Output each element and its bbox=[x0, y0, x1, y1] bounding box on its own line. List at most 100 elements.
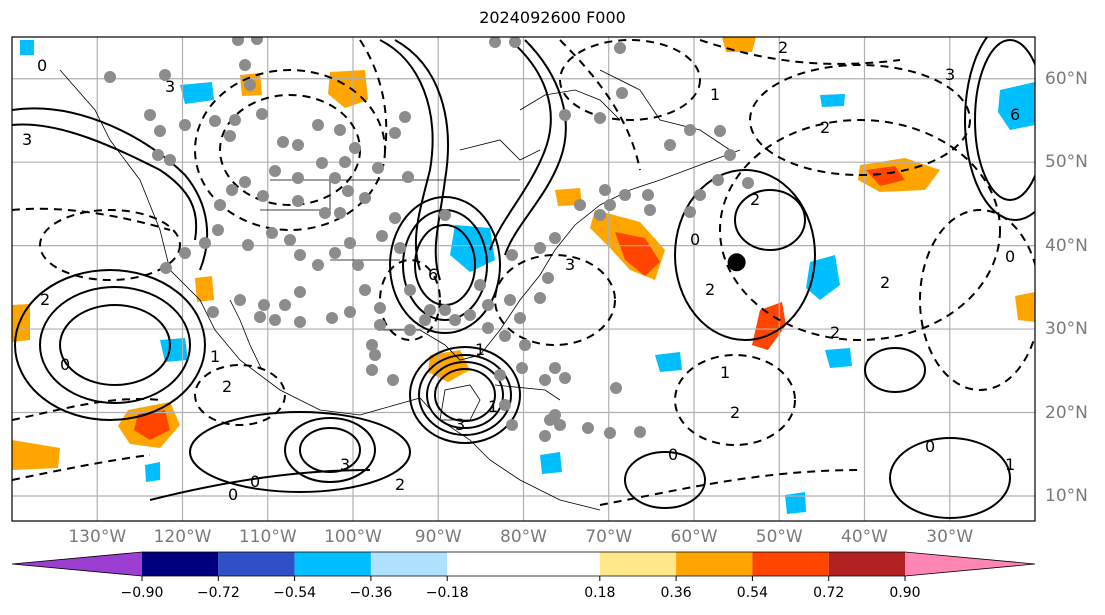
colorbar-segment bbox=[370, 552, 448, 576]
station-dot bbox=[199, 237, 211, 249]
station-dot bbox=[352, 259, 364, 271]
lat-label: 40°N bbox=[1045, 235, 1088, 256]
positive-anomaly-patch bbox=[12, 440, 60, 470]
station-dot bbox=[489, 37, 501, 48]
station-dot bbox=[664, 139, 676, 151]
station-dot bbox=[359, 192, 371, 204]
station-dot bbox=[399, 111, 411, 123]
station-dot bbox=[294, 316, 306, 328]
contour-label: 1 bbox=[710, 85, 720, 104]
colorbar-tick: 0.72 bbox=[813, 585, 845, 601]
colorbar-segment bbox=[218, 552, 295, 576]
contour-label: 1 bbox=[475, 340, 485, 359]
station-dot bbox=[504, 294, 516, 306]
station-dot bbox=[724, 149, 736, 161]
station-dot bbox=[684, 124, 696, 136]
station-dot bbox=[604, 427, 616, 439]
station-dot bbox=[389, 212, 401, 224]
positive-anomaly-patch bbox=[1015, 292, 1035, 322]
station-dot bbox=[179, 247, 191, 259]
colorbar-tick: 0.36 bbox=[660, 585, 692, 601]
map-title: 2024092600 F000 bbox=[479, 8, 626, 27]
station-dot bbox=[634, 426, 646, 438]
negative-anomaly-patch bbox=[820, 94, 845, 107]
negative-anomaly-patch bbox=[655, 352, 682, 372]
colorbar-segment bbox=[828, 552, 905, 576]
station-dot bbox=[402, 171, 414, 183]
station-dot bbox=[104, 71, 116, 83]
station-dot bbox=[224, 130, 236, 142]
colorbar-segment bbox=[447, 552, 600, 576]
contour-label: 3 bbox=[945, 65, 955, 84]
station-dot bbox=[229, 114, 241, 126]
station-dot bbox=[374, 302, 386, 314]
lat-label: 30°N bbox=[1045, 319, 1088, 340]
station-dot bbox=[599, 184, 611, 196]
station-dot bbox=[694, 189, 706, 201]
contour-label: 2 bbox=[705, 280, 715, 299]
station-dot bbox=[239, 176, 251, 188]
contours-solid bbox=[12, 37, 1035, 519]
station-dot bbox=[439, 304, 451, 316]
station-dot bbox=[582, 422, 594, 434]
station-dot bbox=[179, 119, 191, 131]
station-dot bbox=[244, 79, 256, 91]
station-dot bbox=[506, 249, 518, 261]
station-dot bbox=[312, 259, 324, 271]
lon-label: 80°W bbox=[500, 527, 547, 547]
station-dot bbox=[277, 136, 289, 148]
contour-label: 2 bbox=[880, 273, 890, 292]
map-frame bbox=[11, 36, 1036, 522]
colorbar-segment bbox=[752, 552, 829, 576]
station-dot bbox=[292, 172, 304, 184]
positive-anomaly-patch bbox=[328, 70, 368, 108]
station-dot bbox=[642, 189, 654, 201]
lat-label: 50°N bbox=[1045, 152, 1088, 173]
negative-anomaly-patch bbox=[160, 338, 188, 362]
station-dot bbox=[509, 37, 521, 48]
station-dot bbox=[604, 199, 616, 211]
colorbar-tick: −0.18 bbox=[425, 585, 469, 601]
station-dot bbox=[644, 204, 656, 216]
station-dot bbox=[474, 279, 486, 291]
station-dot bbox=[394, 242, 406, 254]
station-dot bbox=[374, 319, 386, 331]
station-dot bbox=[499, 330, 511, 342]
station-dot bbox=[542, 272, 554, 284]
positive-anomaly-patch bbox=[134, 410, 170, 440]
station-dot bbox=[269, 165, 281, 177]
lon-label: 70°W bbox=[585, 527, 633, 547]
station-dot bbox=[342, 185, 354, 197]
contour-label: 0 bbox=[250, 472, 260, 491]
station-dot bbox=[326, 312, 338, 324]
station-dot bbox=[389, 127, 401, 139]
contour-label: 0 bbox=[690, 230, 700, 249]
station-dot bbox=[574, 199, 586, 211]
colorbar-tick: 0.18 bbox=[584, 585, 616, 601]
station-dot bbox=[292, 195, 304, 207]
negative-anomaly-patch bbox=[785, 492, 806, 514]
contour-label: 0 bbox=[37, 56, 47, 75]
station-dot bbox=[539, 374, 551, 386]
station-dot bbox=[549, 232, 561, 244]
contour-label: 2 bbox=[778, 38, 788, 57]
colorbar-tick: −0.72 bbox=[196, 585, 240, 601]
lon-label: 90°W bbox=[414, 527, 462, 547]
lon-label: 120°W bbox=[153, 527, 212, 547]
negative-anomaly-patch bbox=[998, 82, 1035, 130]
station-dot bbox=[616, 87, 628, 99]
station-dot bbox=[549, 362, 561, 374]
station-dot bbox=[419, 314, 431, 326]
colorbar-segment bbox=[142, 552, 219, 576]
colorbar-segment bbox=[676, 552, 753, 576]
station-dot bbox=[214, 199, 226, 211]
station-dot bbox=[404, 284, 416, 296]
station-dot bbox=[207, 306, 219, 318]
station-dot bbox=[349, 142, 361, 154]
station-dot bbox=[366, 364, 378, 376]
station-dot bbox=[209, 115, 221, 127]
contour-label: 2 bbox=[730, 403, 740, 422]
positive-anomaly-patch bbox=[722, 37, 756, 52]
contour-label: 3 bbox=[565, 255, 575, 274]
station-dot bbox=[319, 207, 331, 219]
